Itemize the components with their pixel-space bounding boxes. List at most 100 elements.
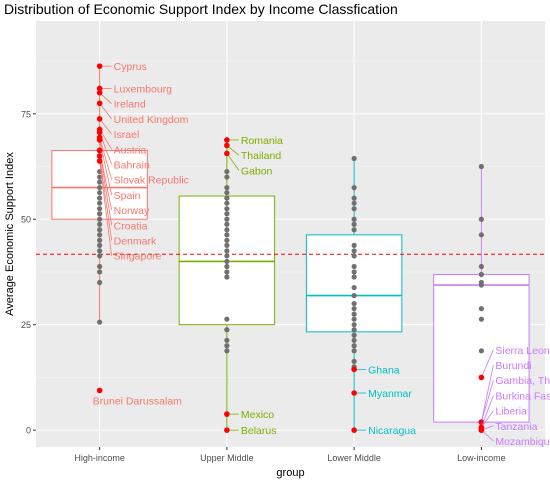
- labeled-point: [478, 374, 485, 381]
- data-point: [97, 263, 103, 270]
- data-point: [224, 190, 230, 196]
- data-point: [224, 253, 230, 259]
- point-label: Bahrain: [114, 159, 150, 171]
- point-label: Burkina Faso: [495, 390, 550, 402]
- data-point: [351, 227, 357, 233]
- data-point: [97, 221, 103, 227]
- data-point: [224, 206, 230, 212]
- labeled-point: [96, 100, 103, 107]
- data-point: [351, 292, 357, 299]
- data-point: [224, 337, 230, 343]
- data-point: [97, 216, 103, 222]
- point-label: Austria: [114, 144, 147, 156]
- labeled-point: [351, 427, 357, 433]
- point-label: Mexico: [241, 409, 274, 421]
- labeled-point: [478, 427, 485, 433]
- data-point: [97, 253, 103, 259]
- data-point: [351, 269, 357, 275]
- data-point: [351, 253, 357, 259]
- x-axis-title: group: [276, 467, 304, 479]
- data-point: [97, 248, 103, 254]
- data-point: [224, 174, 230, 180]
- data-point: [224, 232, 230, 238]
- point-label: Belarus: [241, 425, 277, 437]
- label-leader: [99, 160, 113, 256]
- data-point: [224, 237, 230, 243]
- data-point: [478, 163, 484, 170]
- point-label: Croatia: [114, 220, 148, 232]
- chart-title: Distribution of Economic Support Index b…: [4, 1, 398, 17]
- x-tick-label: High-income: [74, 453, 125, 463]
- labeled-point: [351, 390, 357, 396]
- data-point: [351, 337, 357, 343]
- point-label: Cyprus: [114, 61, 147, 73]
- data-point: [224, 221, 230, 227]
- data-point: [351, 274, 357, 280]
- data-point: [97, 190, 103, 196]
- data-point: [97, 206, 103, 212]
- point-label: Brunei Darussalam: [93, 395, 183, 407]
- labeled-point: [96, 147, 103, 154]
- labeled-point: [224, 142, 230, 149]
- data-point: [351, 316, 357, 322]
- point-label: Liberia: [495, 406, 527, 418]
- data-point: [224, 227, 230, 233]
- point-label: Singapore: [114, 251, 162, 263]
- labeled-point: [96, 153, 103, 159]
- data-point: [224, 258, 230, 265]
- point-label: Burundi: [495, 360, 531, 372]
- y-tick-label: 75: [21, 109, 31, 119]
- data-point: [478, 271, 484, 278]
- x-tick-label: Upper Middle: [200, 453, 254, 463]
- label-leader: [99, 103, 112, 120]
- data-point: [224, 185, 230, 191]
- data-point: [351, 155, 357, 162]
- data-point: [224, 274, 230, 280]
- data-point: [351, 200, 357, 206]
- data-point: [97, 242, 103, 248]
- point-label: Romania: [241, 135, 283, 147]
- point-label: Ghana: [368, 364, 400, 376]
- label-leader: [99, 118, 112, 135]
- point-label: Tanzania: [495, 421, 537, 433]
- labeled-point: [96, 63, 103, 69]
- data-point: [224, 242, 230, 248]
- data-point: [351, 332, 357, 338]
- data-point: [97, 174, 103, 180]
- labeled-point: [96, 137, 103, 143]
- point-label: Ireland: [114, 99, 146, 111]
- data-point: [97, 232, 103, 238]
- data-point: [351, 311, 357, 317]
- data-point: [97, 227, 103, 233]
- labeled-point: [96, 387, 103, 394]
- point-label: Gambia, The: [495, 375, 550, 387]
- point-label: Sierra Leone: [495, 345, 550, 357]
- data-point: [224, 216, 230, 222]
- data-point: [351, 221, 357, 227]
- data-point: [351, 185, 357, 191]
- data-point: [351, 300, 357, 307]
- data-point: [97, 179, 103, 185]
- data-point: [351, 343, 357, 349]
- point-label: Myanmar: [368, 388, 412, 400]
- point-label: United Kingdom: [114, 114, 189, 126]
- labeled-point: [96, 158, 103, 164]
- data-point: [97, 185, 103, 191]
- data-point: [351, 327, 357, 333]
- data-point: [97, 200, 103, 206]
- labeled-point: [96, 129, 103, 136]
- data-point: [478, 263, 484, 270]
- x-tick-label: Low-income: [457, 453, 506, 463]
- data-point: [97, 195, 103, 201]
- data-point: [351, 263, 357, 270]
- data-point: [224, 327, 230, 333]
- labeled-point: [96, 89, 103, 96]
- data-point: [478, 282, 484, 288]
- data-point: [351, 216, 357, 222]
- data-point: [478, 216, 484, 222]
- data-point: [224, 200, 230, 206]
- labeled-point: [351, 366, 357, 373]
- data-point: [478, 348, 484, 354]
- data-point: [351, 358, 357, 364]
- labeled-point: [224, 427, 230, 433]
